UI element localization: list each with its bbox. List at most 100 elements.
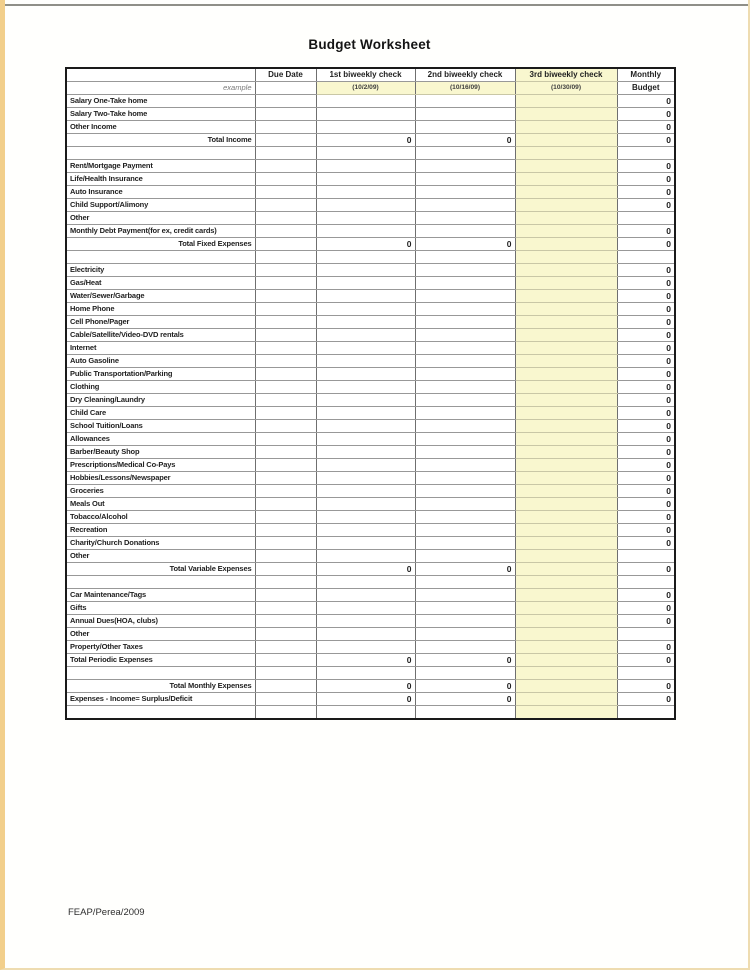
check3-cell <box>514 276 618 290</box>
due-date-cell <box>254 432 317 446</box>
due-date-cell <box>254 354 317 368</box>
due-date-cell <box>254 536 317 550</box>
check3-cell <box>514 458 618 472</box>
worksheet-row: Annual Dues(HOA, clubs) 0 <box>65 614 676 628</box>
label-cell: School Tuition/Loans <box>65 419 256 433</box>
check3-cell <box>514 497 618 511</box>
check1-cell: 0 <box>315 692 416 706</box>
check2-cell <box>414 471 516 485</box>
budget-cell: 0 <box>616 406 676 420</box>
check2-cell: 0 <box>414 679 516 693</box>
due-date-cell <box>254 185 317 199</box>
budget-cell: 0 <box>616 289 676 303</box>
check2-cell <box>414 705 516 719</box>
worksheet-row: Dry Cleaning/Laundry 0 <box>65 393 676 407</box>
worksheet-row: Expenses - Income= Surplus/Deficit 0 0 0 <box>65 692 676 706</box>
check1-cell <box>315 380 416 394</box>
worksheet-row: Auto Gasoline 0 <box>65 354 676 368</box>
worksheet-row: Public Transportation/Parking 0 <box>65 367 676 381</box>
spacer-row <box>65 666 676 680</box>
check1-cell <box>315 484 416 498</box>
label-cell: Gas/Heat <box>65 276 256 290</box>
check1-cell <box>315 159 416 173</box>
check1-cell <box>315 445 416 459</box>
check2-cell: 0 <box>414 562 516 576</box>
check2-cell <box>414 159 516 173</box>
label-cell: Other Income <box>65 120 256 134</box>
worksheet-row: Groceries 0 <box>65 484 676 498</box>
worksheet-row: School Tuition/Loans 0 <box>65 419 676 433</box>
label-cell <box>65 705 256 719</box>
check1-cell <box>315 341 416 355</box>
budget-cell: 0 <box>616 185 676 199</box>
check1-cell: 0 <box>315 133 416 147</box>
check3-cell <box>514 237 618 251</box>
label-cell: Prescriptions/Medical Co-Pays <box>65 458 256 472</box>
budget-cell: 0 <box>616 341 676 355</box>
check1-cell <box>315 263 416 277</box>
worksheet-row: Tobacco/Alcohol 0 <box>65 510 676 524</box>
check1-cell <box>315 315 416 329</box>
worksheet-row: Rent/Mortgage Payment 0 <box>65 159 676 173</box>
check2-cell: 0 <box>414 692 516 706</box>
check3-cell <box>514 172 618 186</box>
check2-cell <box>414 120 516 134</box>
due-date-cell <box>254 341 317 355</box>
check1-cell <box>315 705 416 719</box>
subheader-due-date-cell <box>254 81 317 95</box>
due-date-cell <box>254 614 317 628</box>
due-date-cell <box>254 406 317 420</box>
check3-cell <box>514 627 618 641</box>
check1-cell <box>315 94 416 108</box>
worksheet-body: Salary One-Take home 0 Salary Two-Take hom… <box>65 94 676 719</box>
due-date-cell <box>254 367 317 381</box>
check1-cell <box>315 120 416 134</box>
check3-cell <box>514 705 618 719</box>
check1-cell <box>315 289 416 303</box>
check2-cell <box>414 107 516 121</box>
due-date-cell <box>254 549 317 563</box>
due-date-cell <box>254 276 317 290</box>
budget-cell <box>616 549 676 563</box>
due-date-cell <box>254 705 317 719</box>
due-date-cell <box>254 523 317 537</box>
check2-cell <box>414 523 516 537</box>
check2-cell <box>414 341 516 355</box>
label-cell: Water/Sewer/Garbage <box>65 289 256 303</box>
worksheet-row: Allowances 0 <box>65 432 676 446</box>
check1-cell <box>315 614 416 628</box>
due-date-cell <box>254 562 317 576</box>
budget-cell: 0 <box>616 380 676 394</box>
worksheet-row: Prescriptions/Medical Co-Pays 0 <box>65 458 676 472</box>
worksheet-row: Cell Phone/Pager 0 <box>65 315 676 329</box>
label-cell: Other <box>65 549 256 563</box>
due-date-cell <box>254 627 317 641</box>
worksheet-row: Other <box>65 627 676 641</box>
budget-cell: 0 <box>616 315 676 329</box>
check1-cell <box>315 523 416 537</box>
check2-cell <box>414 445 516 459</box>
label-cell: Cable/Satellite/Video-DVD rentals <box>65 328 256 342</box>
check1-cell <box>315 406 416 420</box>
check2-cell <box>414 497 516 511</box>
check1-cell <box>315 172 416 186</box>
check1-cell <box>315 419 416 433</box>
check1-cell <box>315 575 416 589</box>
budget-cell: 0 <box>616 328 676 342</box>
check1-cell <box>315 250 416 264</box>
worksheet-row: Home Phone 0 <box>65 302 676 316</box>
worksheet-row: Life/Health Insurance 0 <box>65 172 676 186</box>
check1-cell <box>315 185 416 199</box>
label-cell: Total Variable Expenses <box>65 562 256 576</box>
label-cell: Electricity <box>65 263 256 277</box>
worksheet-row: Charity/Church Donations 0 <box>65 536 676 550</box>
label-cell: Property/Other Taxes <box>65 640 256 654</box>
budget-cell: 0 <box>616 653 676 667</box>
check3-cell <box>514 484 618 498</box>
label-cell: Life/Health Insurance <box>65 172 256 186</box>
budget-cell: 0 <box>616 263 676 277</box>
label-cell: Salary One-Take home <box>65 94 256 108</box>
due-date-cell <box>254 692 317 706</box>
budget-cell <box>616 146 676 160</box>
worksheet-row: Monthly Debt Payment(for ex, credit card… <box>65 224 676 238</box>
